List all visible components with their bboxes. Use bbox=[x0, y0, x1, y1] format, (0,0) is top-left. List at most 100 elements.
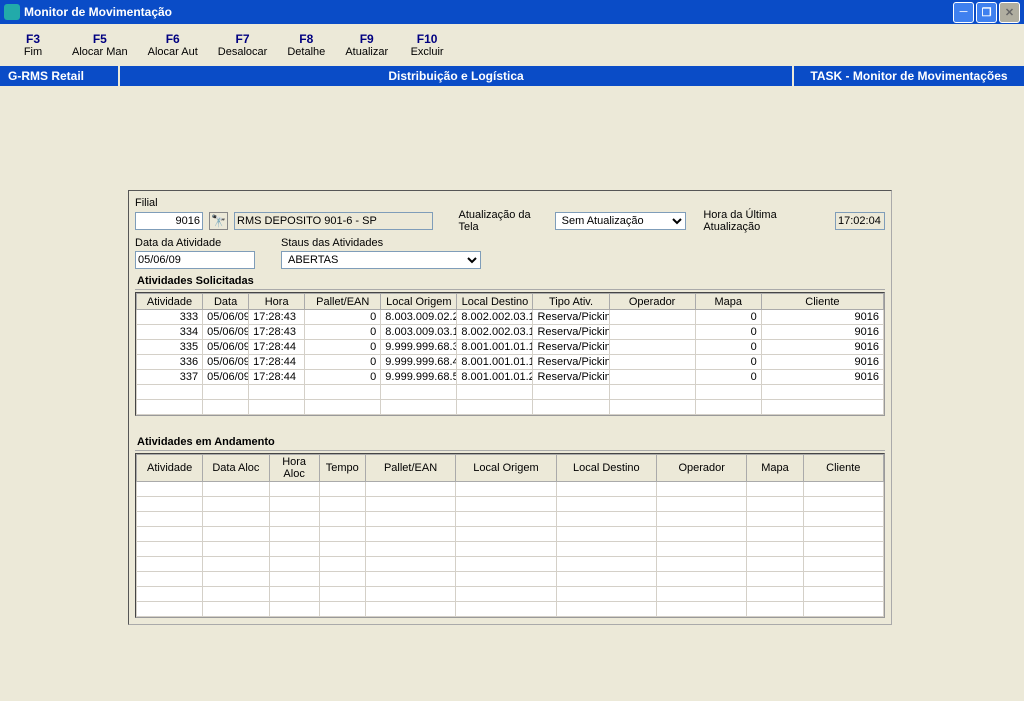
table-row-empty bbox=[137, 587, 884, 602]
hora-display bbox=[835, 212, 885, 230]
fkey-caption: Detalhe bbox=[287, 46, 325, 58]
table-row-empty bbox=[137, 542, 884, 557]
column-header[interactable]: Local Origem bbox=[381, 294, 457, 310]
filial-input[interactable] bbox=[135, 212, 203, 230]
column-header[interactable]: Local Destino bbox=[556, 455, 656, 482]
cell: 9.999.999.68.4 bbox=[381, 355, 457, 370]
column-header[interactable]: Operador bbox=[609, 294, 695, 310]
atualizacao-label: Atualização da Tela bbox=[459, 209, 549, 233]
data-atividade-label: Data da Atividade bbox=[135, 237, 275, 249]
table-row-empty bbox=[137, 557, 884, 572]
cell: 0 bbox=[305, 325, 381, 340]
cell bbox=[609, 310, 695, 325]
column-header[interactable]: Operador bbox=[657, 455, 747, 482]
table-row[interactable]: 33305/06/0917:28:4308.003.009.02.28.002.… bbox=[137, 310, 884, 325]
column-header[interactable]: Tempo bbox=[319, 455, 365, 482]
cell: 337 bbox=[137, 370, 203, 385]
cell: 336 bbox=[137, 355, 203, 370]
fkey-caption: Excluir bbox=[408, 46, 446, 58]
column-header[interactable]: Atividade bbox=[137, 294, 203, 310]
status-label: Staus das Atividades bbox=[281, 237, 481, 249]
atualizacao-select[interactable]: Sem Atualização bbox=[555, 212, 686, 230]
cell: 0 bbox=[695, 325, 761, 340]
binoculars-icon: 🔭 bbox=[211, 214, 226, 228]
cell: 0 bbox=[695, 340, 761, 355]
column-header[interactable]: Hora Aloc bbox=[269, 455, 319, 482]
fkey-caption: Alocar Aut bbox=[148, 46, 198, 58]
cell: 17:28:44 bbox=[249, 370, 305, 385]
cell: 9.999.999.68.5 bbox=[381, 370, 457, 385]
column-header[interactable]: Data bbox=[203, 294, 249, 310]
cell: 9016 bbox=[761, 325, 883, 340]
cell: Reserva/Picking bbox=[533, 355, 609, 370]
cell: 05/06/09 bbox=[203, 325, 249, 340]
cell: 8.002.002.03.1 bbox=[457, 325, 533, 340]
cell: 8.001.001.01.2 bbox=[457, 370, 533, 385]
column-header[interactable]: Atividade bbox=[137, 455, 203, 482]
toolbar-alocar-man[interactable]: F5Alocar Man bbox=[64, 30, 136, 60]
fkey-label: F10 bbox=[408, 32, 446, 46]
grid2-title: Atividades em Andamento bbox=[135, 434, 885, 451]
table-row[interactable]: 33705/06/0917:28:44 0 9.999.999.68.58.001.… bbox=[137, 370, 884, 385]
fkey-label: F7 bbox=[218, 32, 268, 46]
atividades-solicitadas-table[interactable]: AtividadeDataHoraPallet/EANLocal OrigemL… bbox=[136, 293, 884, 415]
filial-lookup-button[interactable]: 🔭 bbox=[209, 212, 228, 230]
column-header[interactable]: Pallet/EAN bbox=[365, 455, 455, 482]
data-atividade-input[interactable] bbox=[135, 251, 255, 269]
column-header[interactable]: Tipo Ativ. bbox=[533, 294, 609, 310]
cell: 0 bbox=[695, 370, 761, 385]
fkey-label: F6 bbox=[148, 32, 198, 46]
window-title: Monitor de Movimentação bbox=[24, 5, 951, 19]
header-task: TASK - Monitor de Movimentações bbox=[794, 66, 1024, 86]
table-row-empty bbox=[137, 602, 884, 617]
header-bar: G-RMS Retail Distribuição e Logística TA… bbox=[0, 66, 1024, 86]
table-row-empty bbox=[137, 497, 884, 512]
column-header[interactable]: Local Destino bbox=[457, 294, 533, 310]
column-header[interactable]: Local Origem bbox=[456, 455, 556, 482]
cell: 0 bbox=[695, 355, 761, 370]
column-header[interactable]: Pallet/EAN bbox=[305, 294, 381, 310]
cell: 05/06/09 bbox=[203, 370, 249, 385]
cell: 9016 bbox=[761, 355, 883, 370]
column-header[interactable]: Hora bbox=[249, 294, 305, 310]
table-row[interactable]: 33605/06/0917:28:4409.999.999.68.48.001.… bbox=[137, 355, 884, 370]
status-select[interactable]: ABERTAS bbox=[281, 251, 481, 269]
fkey-caption: Fim bbox=[14, 46, 52, 58]
column-header[interactable]: Cliente bbox=[761, 294, 883, 310]
toolbar-fim[interactable]: F3Fim bbox=[6, 30, 60, 60]
cell: 0 bbox=[305, 355, 381, 370]
column-header[interactable]: Data Aloc bbox=[203, 455, 269, 482]
cell: Reserva/Picking bbox=[533, 340, 609, 355]
toolbar-excluir[interactable]: F10Excluir bbox=[400, 30, 454, 60]
cell: 8.001.001.01.1 bbox=[457, 340, 533, 355]
column-header[interactable]: Mapa bbox=[747, 455, 803, 482]
close-button[interactable]: ✕ bbox=[999, 2, 1020, 23]
maximize-button[interactable]: ❐ bbox=[976, 2, 997, 23]
cell: 8.003.009.03.1 bbox=[381, 325, 457, 340]
cell: 05/06/09 bbox=[203, 340, 249, 355]
toolbar-alocar-aut[interactable]: F6Alocar Aut bbox=[140, 30, 206, 60]
table-row-empty bbox=[137, 512, 884, 527]
cell: Reserva/Picking bbox=[533, 370, 609, 385]
cell bbox=[609, 370, 695, 385]
toolbar-desalocar[interactable]: F7Desalocar bbox=[210, 30, 276, 60]
fkey-caption: Atualizar bbox=[345, 46, 388, 58]
column-header[interactable]: Mapa bbox=[695, 294, 761, 310]
fkey-label: F5 bbox=[72, 32, 128, 46]
cell: 05/06/09 bbox=[203, 310, 249, 325]
toolbar-atualizar[interactable]: F9Atualizar bbox=[337, 30, 396, 60]
table-row[interactable]: 33405/06/0917:28:4308.003.009.03.18.002.… bbox=[137, 325, 884, 340]
atividades-andamento-table[interactable]: AtividadeData AlocHora AlocTempoPallet/E… bbox=[136, 454, 884, 617]
fkey-caption: Alocar Man bbox=[72, 46, 128, 58]
cell: 0 bbox=[305, 340, 381, 355]
table-row[interactable]: 33505/06/0917:28:4409.999.999.68.38.001.… bbox=[137, 340, 884, 355]
column-header[interactable]: Cliente bbox=[803, 455, 883, 482]
minimize-button[interactable]: ─ bbox=[953, 2, 974, 23]
cell: 17:28:44 bbox=[249, 355, 305, 370]
cell: 05/06/09 bbox=[203, 355, 249, 370]
table-row-empty bbox=[137, 400, 884, 415]
toolbar-detalhe[interactable]: F8Detalhe bbox=[279, 30, 333, 60]
cell: 9.999.999.68.3 bbox=[381, 340, 457, 355]
grid1-title: Atividades Solicitadas bbox=[135, 273, 885, 290]
window-titlebar: Monitor de Movimentação ─ ❐ ✕ bbox=[0, 0, 1024, 24]
